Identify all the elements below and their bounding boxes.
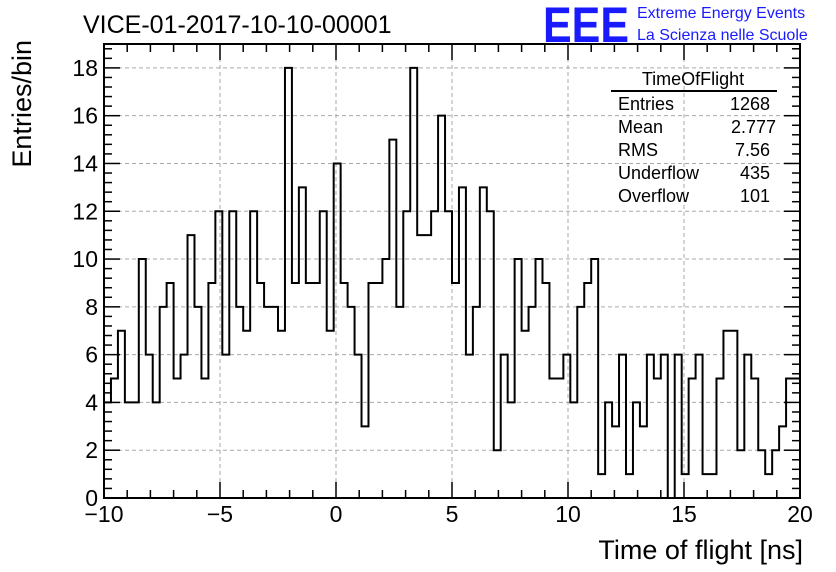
run-title: VICE-01-2017-10-10-00001	[83, 11, 392, 39]
y-tick-label: 0	[85, 485, 98, 511]
x-tick-label: 5	[446, 501, 459, 527]
stats-label-overflow: Overflow	[618, 186, 690, 206]
tick-labels: −10 −5 0 5 10 15 20 0 2 4 6 8 10 12 14 16 18	[72, 55, 812, 527]
logo-line-2: La Scienza nelle Scuole	[637, 27, 808, 44]
eee-logo-mark: EEE	[543, 0, 629, 53]
logo-line-1: Extreme Energy Events	[637, 5, 805, 22]
x-tick-label: 10	[555, 501, 581, 527]
x-tick-label: 15	[671, 501, 697, 527]
y-tick-label: 2	[85, 437, 98, 463]
stats-label-entries: Entries	[618, 94, 674, 114]
x-axis-label: Time of flight [ns]	[598, 535, 803, 565]
y-tick-label: 16	[72, 103, 98, 129]
stats-value-rms: 7.56	[735, 140, 770, 160]
stats-label-rms: RMS	[618, 140, 658, 160]
y-tick-label: 4	[85, 389, 98, 415]
y-tick-label: 18	[72, 55, 98, 81]
x-tick-label: −5	[207, 501, 233, 527]
stats-title: TimeOfFlight	[642, 69, 744, 89]
stats-label-mean: Mean	[618, 117, 663, 137]
stats-box: TimeOfFlight Entries 1268 Mean 2.777 RMS…	[611, 69, 777, 206]
stats-value-entries: 1268	[730, 94, 770, 114]
x-tick-label: −10	[84, 501, 123, 527]
x-tick-label: 20	[787, 501, 813, 527]
y-tick-label: 12	[72, 198, 98, 224]
x-tick-label: 0	[330, 501, 343, 527]
y-tick-label: 10	[72, 246, 98, 272]
histogram-line	[104, 66, 800, 499]
stats-value-underflow: 435	[740, 163, 770, 183]
axis-ticks	[103, 44, 801, 499]
y-tick-label: 6	[85, 342, 98, 368]
y-axis-label: Entries/bin	[7, 40, 37, 168]
stats-value-mean: 2.777	[731, 117, 776, 137]
y-tick-label: 14	[72, 150, 98, 176]
y-tick-label: 8	[85, 294, 98, 320]
stats-label-underflow: Underflow	[618, 163, 700, 183]
stats-value-overflow: 101	[740, 186, 770, 206]
